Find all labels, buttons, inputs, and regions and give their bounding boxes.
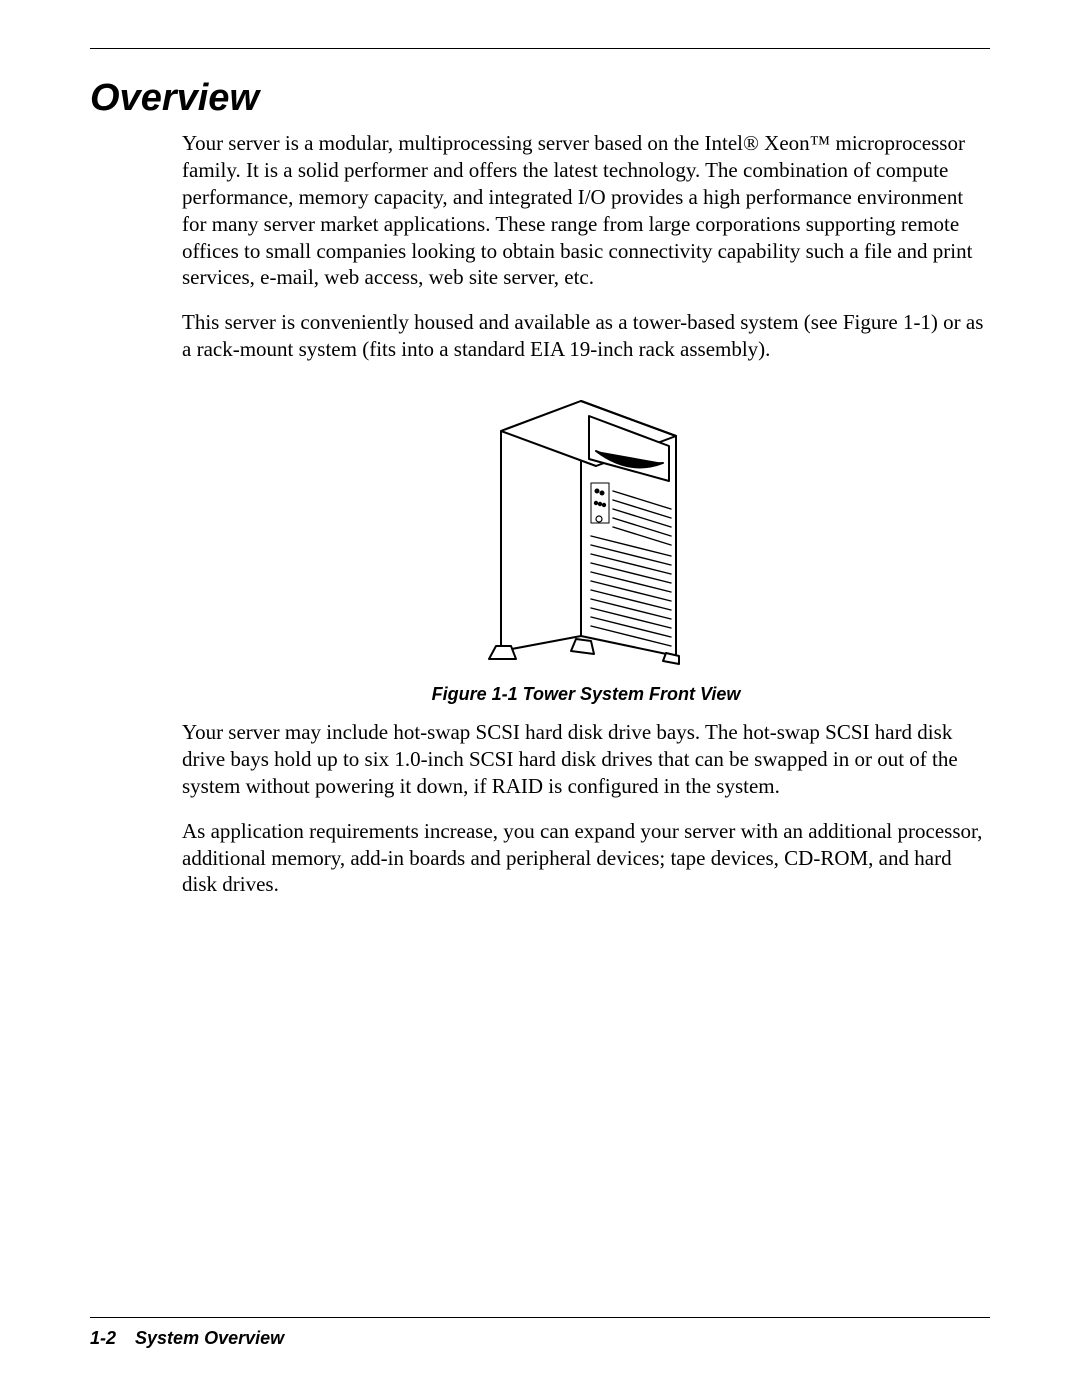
- paragraph-3: Your server may include hot-swap SCSI ha…: [182, 719, 990, 800]
- paragraph-4: As application requirements increase, yo…: [182, 818, 990, 899]
- paragraph-2: This server is conveniently housed and a…: [182, 309, 990, 363]
- figure-container: Figure 1-1 Tower System Front View: [182, 381, 990, 705]
- page-footer: 1-2 System Overview: [90, 1328, 990, 1349]
- whitespace-spacer: [90, 916, 990, 1317]
- figure-caption: Figure 1-1 Tower System Front View: [182, 684, 990, 705]
- footer-section-name: System Overview: [135, 1328, 284, 1348]
- body-text: Your server is a modular, multiprocessin…: [182, 130, 990, 916]
- top-rule: [90, 48, 990, 49]
- page: Overview Your server is a modular, multi…: [0, 0, 1080, 1397]
- footer-page-number: 1-2: [90, 1328, 116, 1348]
- bottom-rule: [90, 1317, 990, 1318]
- tower-front-view-illustration: [441, 381, 731, 671]
- paragraph-1: Your server is a modular, multiprocessin…: [182, 130, 990, 291]
- section-title: Overview: [90, 77, 990, 120]
